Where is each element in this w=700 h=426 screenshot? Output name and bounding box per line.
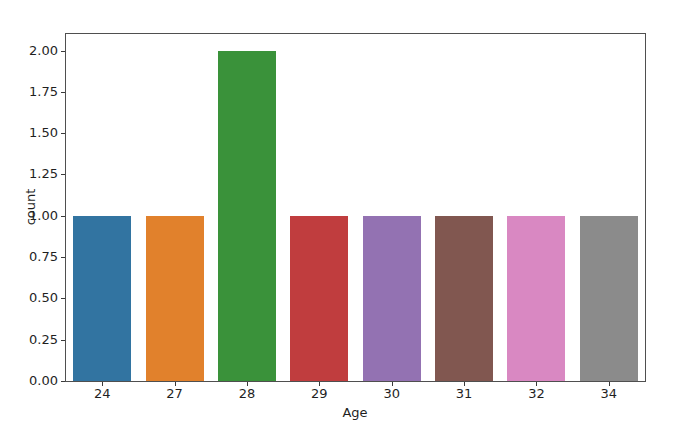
x-axis-label: Age [295,405,415,420]
bar-31 [435,216,493,381]
bar-28 [218,51,276,381]
x-tick-label: 28 [217,387,277,401]
y-tick-label: 0.25 [0,333,58,347]
y-tick-mark [61,381,65,382]
bar-30 [363,216,421,381]
x-tick-label: 27 [145,387,205,401]
bar-24 [73,216,131,381]
plot-area [65,33,646,382]
y-tick-label: 0.50 [0,291,58,305]
y-tick-label: 1.75 [0,85,58,99]
x-tick-label: 34 [579,387,639,401]
y-axis-label: count [24,189,38,226]
y-tick-mark [61,298,65,299]
x-tick-label: 32 [506,387,566,401]
bar-29 [290,216,348,381]
y-tick-label: 2.00 [0,44,58,58]
x-tick-label: 30 [362,387,422,401]
y-tick-label: 0.00 [0,374,58,388]
x-tick-label: 29 [289,387,349,401]
countplot-figure: 0.000.250.500.751.001.251.501.752.00 242… [0,0,700,426]
y-tick-mark [61,216,65,217]
bar-32 [507,216,565,381]
y-tick-mark [61,92,65,93]
y-tick-mark [61,174,65,175]
y-tick-mark [61,133,65,134]
y-tick-mark [61,257,65,258]
y-tick-mark [61,340,65,341]
x-tick-label: 31 [434,387,494,401]
x-tick-label: 24 [72,387,132,401]
y-tick-mark [61,51,65,52]
y-tick-label: 1.25 [0,167,58,181]
bar-27 [146,216,204,381]
bar-34 [580,216,638,381]
y-tick-label: 1.50 [0,126,58,140]
y-tick-label: 0.75 [0,250,58,264]
